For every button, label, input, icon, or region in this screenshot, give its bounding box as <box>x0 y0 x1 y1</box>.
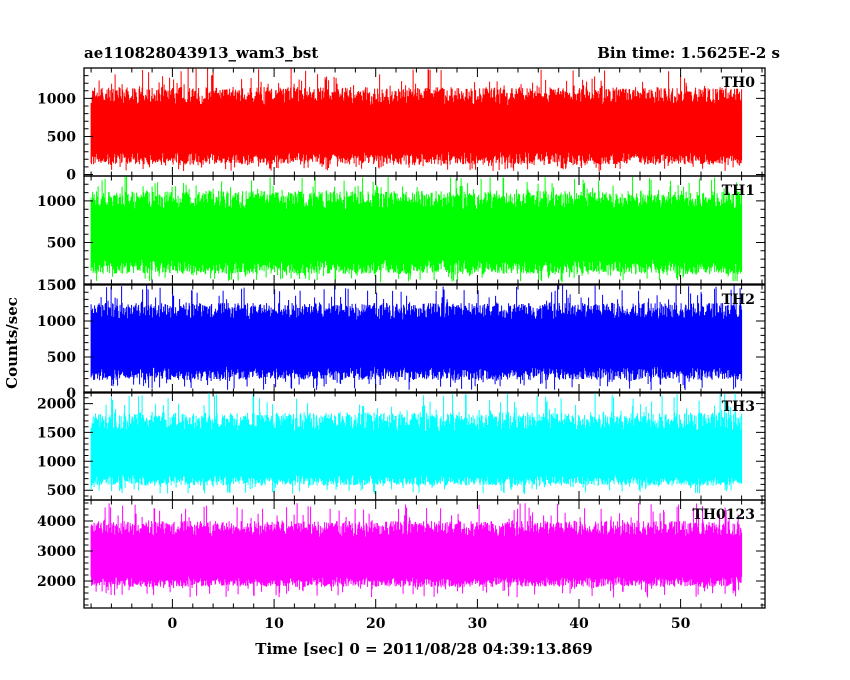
y-tick-label: 0 <box>66 277 76 293</box>
x-ticks <box>90 392 763 500</box>
panel-th2: 0 500 1000 1500 TH2 <box>37 278 766 402</box>
x-axis: 0 10 20 30 40 50 <box>168 616 691 632</box>
y-tick-label: 1000 <box>37 314 76 330</box>
x-tick-label: 40 <box>569 616 589 632</box>
chart-title: ae110828043913_wam3_bst <box>84 44 318 62</box>
y-tick-label: 1000 <box>37 194 76 210</box>
y-tick-label: 500 <box>47 350 76 366</box>
panel-label: TH0 <box>722 75 756 91</box>
panel-th3: 500 1000 1500 2000 TH3 <box>37 391 766 501</box>
y-tick-label: 500 <box>47 483 76 499</box>
panel-frame <box>83 284 766 394</box>
y-ticks <box>84 391 765 497</box>
bin-time-label: Bin time: 1.5625E-2 s <box>597 44 780 62</box>
y-ticks <box>84 67 765 175</box>
panel-th0: 0 500 1000 TH0 <box>37 67 766 184</box>
panel-label: TH1 <box>722 183 755 199</box>
y-tick-label: 500 <box>47 236 76 252</box>
x-axis-label: Time [sec] 0 = 2011/08/28 04:39:13.869 <box>255 640 592 658</box>
x-ticks <box>90 285 763 393</box>
y-tick-label: 4000 <box>37 514 76 530</box>
y-tick-label: 0 <box>66 386 76 402</box>
panel-label: TH3 <box>722 399 755 415</box>
y-ticks <box>84 502 765 606</box>
panel-frame <box>83 175 766 285</box>
y-tick-label: 1500 <box>37 425 76 441</box>
x-tick-label: 0 <box>168 616 178 632</box>
x-tick-label: 30 <box>468 616 488 632</box>
x-ticks <box>90 68 763 176</box>
series-th0123 <box>90 503 743 598</box>
series-th1 <box>90 176 743 283</box>
panel-th1: 0 500 1000 TH1 <box>37 175 766 293</box>
x-tick-label: 20 <box>366 616 386 632</box>
y-tick-label: 500 <box>47 130 76 146</box>
y-tick-label: 1000 <box>37 454 76 470</box>
x-ticks <box>90 176 763 284</box>
y-tick-label: 0 <box>66 168 76 184</box>
x-tick-label: 10 <box>264 616 284 632</box>
y-ticks <box>84 175 765 285</box>
series-th2 <box>90 285 743 391</box>
panel-frame <box>83 499 766 609</box>
x-tick-label: 50 <box>671 616 691 632</box>
panel-label: TH0123 <box>692 507 755 523</box>
series-th0 <box>90 68 743 172</box>
y-tick-label: 1500 <box>37 278 76 294</box>
x-ticks <box>90 500 763 608</box>
y-tick-label: 1000 <box>37 91 76 107</box>
y-tick-label: 2000 <box>37 397 76 413</box>
series-th3 <box>90 393 743 495</box>
y-axis-label: Counts/sec <box>3 297 21 389</box>
y-tick-label: 3000 <box>37 544 76 560</box>
panel-label: TH2 <box>722 292 755 308</box>
panel-th0123: 2000 3000 4000 TH0123 <box>37 499 766 609</box>
y-tick-label: 2000 <box>37 574 76 590</box>
y-ticks <box>84 284 765 394</box>
panels: 0 500 1000 TH0 0 500 1000 TH1 0 500 1000 1500 TH2 500… <box>37 67 766 609</box>
